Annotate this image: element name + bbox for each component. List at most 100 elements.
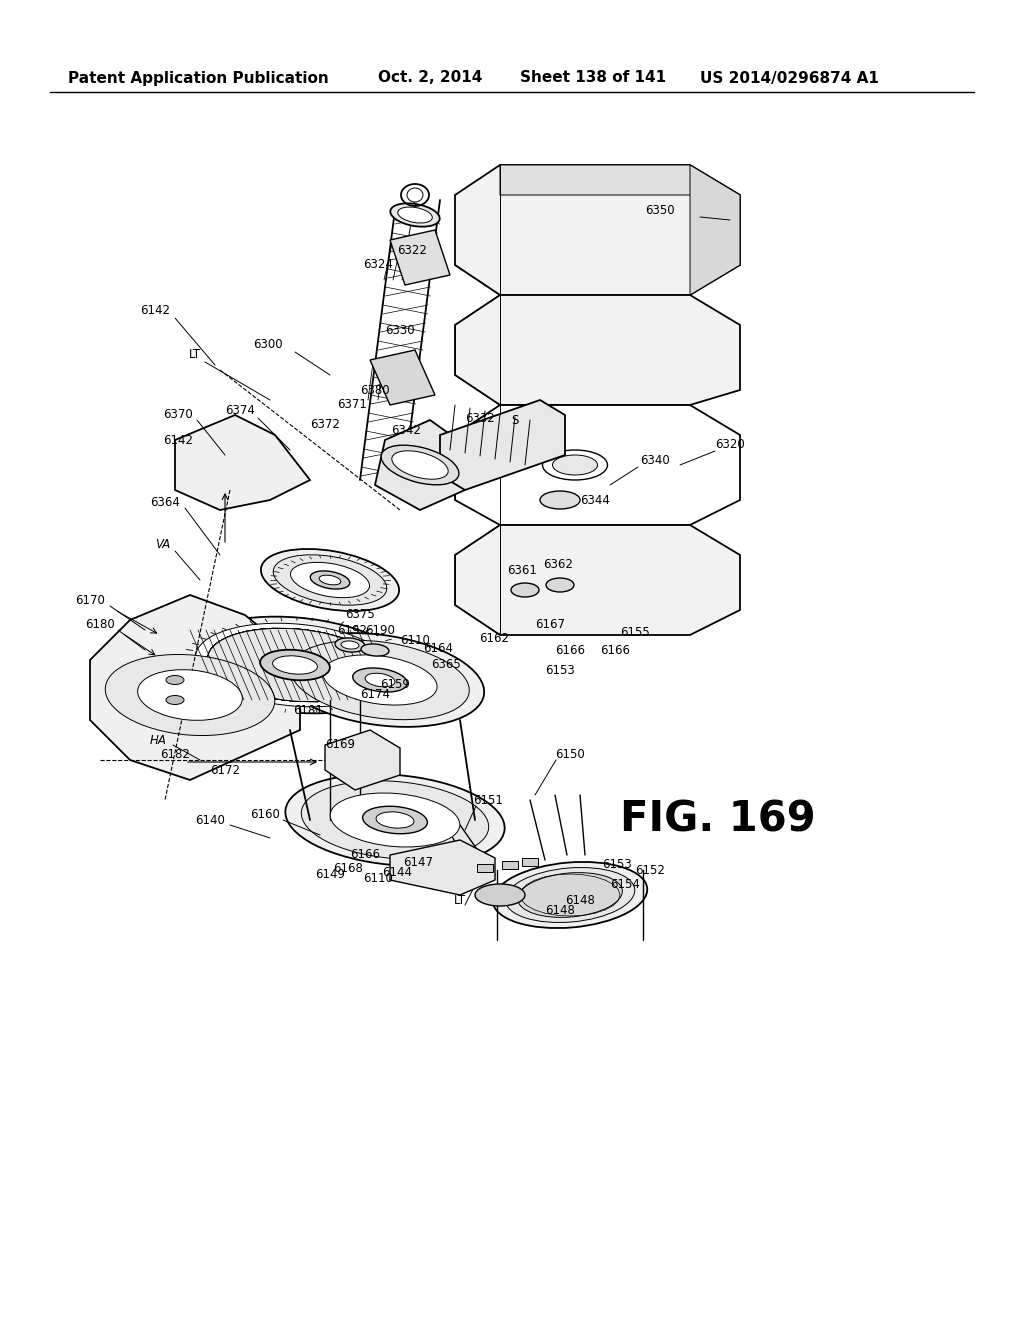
Polygon shape [455, 525, 740, 635]
Ellipse shape [319, 576, 341, 585]
Ellipse shape [381, 445, 459, 484]
Text: 6375: 6375 [345, 609, 375, 622]
Ellipse shape [362, 807, 427, 834]
Text: 6110: 6110 [364, 871, 393, 884]
Text: S: S [511, 413, 519, 426]
Text: 6324: 6324 [364, 259, 393, 272]
Polygon shape [375, 420, 465, 510]
Text: 6155: 6155 [621, 626, 650, 639]
Text: Sheet 138 of 141: Sheet 138 of 141 [520, 70, 667, 86]
Text: 6364: 6364 [151, 495, 180, 508]
Ellipse shape [546, 578, 574, 591]
Ellipse shape [273, 554, 387, 605]
Text: 6362: 6362 [543, 558, 573, 572]
Ellipse shape [208, 628, 382, 702]
Ellipse shape [260, 649, 330, 680]
Text: 6170: 6170 [75, 594, 104, 606]
Ellipse shape [553, 455, 597, 475]
Polygon shape [440, 400, 565, 490]
Text: 6166: 6166 [350, 849, 380, 862]
Text: 6300: 6300 [253, 338, 283, 351]
Ellipse shape [208, 628, 382, 702]
Ellipse shape [208, 628, 382, 702]
Text: 6365: 6365 [431, 659, 461, 672]
Text: 6150: 6150 [555, 748, 585, 762]
Text: 6162: 6162 [479, 631, 509, 644]
Ellipse shape [341, 642, 359, 649]
Ellipse shape [493, 862, 647, 928]
Text: 6181: 6181 [293, 704, 323, 717]
Ellipse shape [180, 616, 410, 713]
Text: 6149: 6149 [315, 869, 345, 882]
Text: 6342: 6342 [391, 424, 421, 437]
Text: 6330: 6330 [385, 323, 415, 337]
Polygon shape [477, 865, 493, 873]
Ellipse shape [286, 774, 505, 866]
Text: Oct. 2, 2014: Oct. 2, 2014 [378, 70, 482, 86]
Text: 6148: 6148 [545, 903, 574, 916]
Ellipse shape [323, 655, 437, 705]
Polygon shape [522, 858, 538, 866]
Text: 6340: 6340 [640, 454, 670, 466]
Ellipse shape [361, 644, 389, 656]
Ellipse shape [261, 549, 399, 611]
Text: 6350: 6350 [645, 203, 675, 216]
Ellipse shape [511, 583, 539, 597]
Polygon shape [500, 165, 740, 195]
Text: HA: HA [150, 734, 167, 747]
Text: FIG. 169: FIG. 169 [620, 799, 816, 841]
Text: 6142: 6142 [140, 304, 170, 317]
Ellipse shape [196, 623, 394, 706]
Text: LT: LT [454, 894, 466, 907]
Text: 6320: 6320 [715, 438, 744, 451]
Ellipse shape [352, 668, 408, 692]
Text: US 2014/0296874 A1: US 2014/0296874 A1 [700, 70, 879, 86]
Text: 6151: 6151 [473, 793, 503, 807]
Ellipse shape [518, 873, 623, 917]
Text: 6172: 6172 [210, 763, 240, 776]
Ellipse shape [505, 867, 635, 923]
Ellipse shape [540, 491, 580, 510]
Text: 6159: 6159 [380, 678, 410, 692]
Text: 6190: 6190 [366, 623, 395, 636]
Text: 6147: 6147 [403, 855, 433, 869]
Polygon shape [390, 840, 495, 895]
Text: 6322: 6322 [397, 243, 427, 256]
Text: 6332: 6332 [465, 412, 495, 425]
Polygon shape [455, 165, 740, 294]
Ellipse shape [330, 793, 460, 847]
Polygon shape [325, 730, 400, 789]
Ellipse shape [208, 628, 382, 702]
Ellipse shape [392, 451, 449, 479]
Polygon shape [455, 294, 740, 405]
Polygon shape [370, 350, 435, 405]
Text: 6148: 6148 [565, 894, 595, 907]
Ellipse shape [291, 562, 370, 598]
Text: 6142: 6142 [163, 433, 193, 446]
Ellipse shape [301, 781, 488, 859]
Ellipse shape [208, 628, 382, 702]
Text: 6166: 6166 [555, 644, 585, 656]
Polygon shape [390, 230, 450, 285]
Text: 6370: 6370 [163, 408, 193, 421]
Ellipse shape [166, 676, 184, 685]
Polygon shape [502, 861, 518, 869]
Ellipse shape [475, 884, 525, 906]
Polygon shape [90, 595, 300, 780]
Polygon shape [690, 165, 740, 294]
Text: 6180: 6180 [85, 619, 115, 631]
Ellipse shape [208, 628, 382, 702]
Text: 6153: 6153 [545, 664, 574, 676]
Ellipse shape [366, 673, 395, 686]
Text: 6374: 6374 [225, 404, 255, 417]
Polygon shape [455, 405, 740, 525]
Text: VA: VA [156, 539, 171, 552]
Ellipse shape [407, 187, 423, 202]
Text: LT: LT [189, 348, 201, 362]
Ellipse shape [208, 628, 382, 702]
Text: 6160: 6160 [250, 808, 280, 821]
Text: 6152: 6152 [635, 863, 665, 876]
Ellipse shape [208, 628, 382, 702]
Text: 6192: 6192 [337, 623, 367, 636]
Ellipse shape [397, 207, 432, 223]
